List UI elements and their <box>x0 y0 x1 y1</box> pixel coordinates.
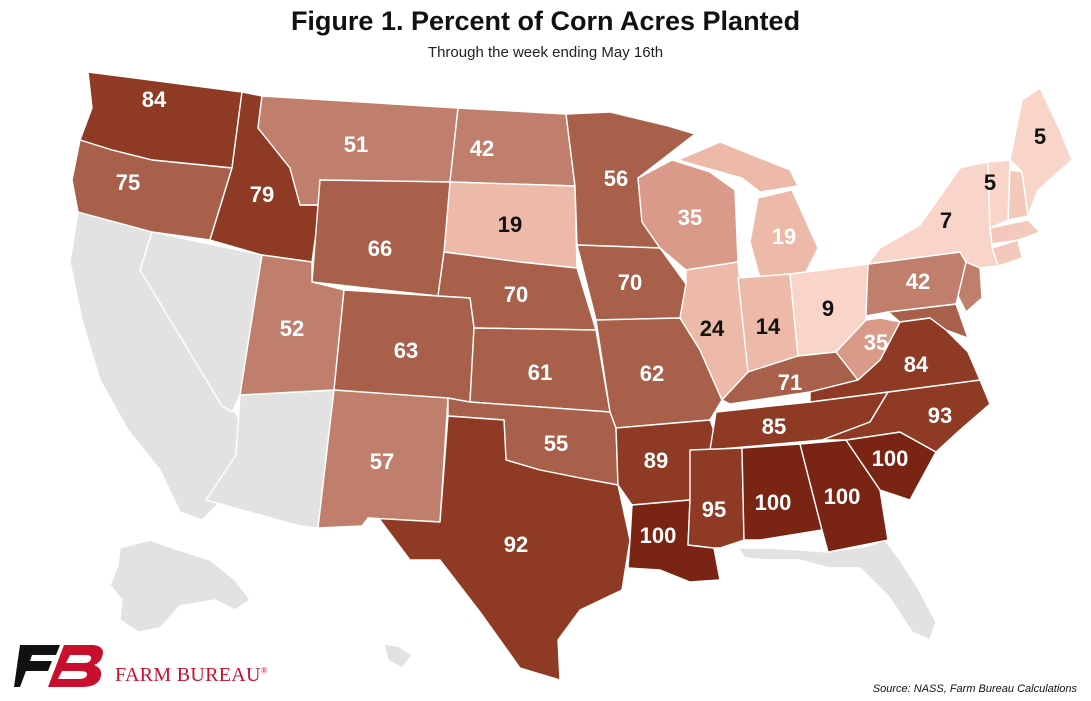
label-MS: 95 <box>702 497 726 522</box>
label-KY: 71 <box>778 370 802 395</box>
state-ND <box>449 107 576 187</box>
label-NE: 70 <box>504 282 528 307</box>
label-WA: 84 <box>142 87 167 112</box>
label-ME: 5 <box>1034 124 1046 149</box>
brand-registered-mark: ® <box>260 665 268 676</box>
label-TN: 85 <box>762 414 786 439</box>
label-CO: 63 <box>394 338 418 363</box>
label-AL: 100 <box>755 490 792 515</box>
label-AR: 89 <box>644 448 668 473</box>
label-MN: 56 <box>604 166 628 191</box>
label-ND: 42 <box>470 136 494 161</box>
label-IN: 14 <box>756 314 781 339</box>
map-subtitle: Through the week ending May 16th <box>427 44 664 61</box>
label-TX: 92 <box>504 532 528 557</box>
label-PA: 42 <box>906 269 930 294</box>
brand-name-text: FARM BUREAU <box>115 664 261 686</box>
farm-bureau-logo-icon <box>14 645 103 687</box>
state-ME <box>1009 87 1073 217</box>
label-LA: 100 <box>640 523 677 548</box>
state-AK <box>109 539 251 633</box>
label-VT: 5 <box>984 170 996 195</box>
label-IA: 70 <box>618 270 642 295</box>
label-OH: 9 <box>822 296 834 321</box>
label-OR: 75 <box>116 170 140 195</box>
label-IL: 24 <box>700 316 725 341</box>
label-MT: 51 <box>344 132 368 157</box>
label-SD: 19 <box>498 212 522 237</box>
source-note: Source: NASS, Farm Bureau Calculations <box>872 683 1077 695</box>
state-NC <box>821 379 991 453</box>
label-UT: 52 <box>280 316 304 341</box>
label-WY: 66 <box>368 236 392 261</box>
state-AL <box>741 443 823 541</box>
state-NY <box>867 161 999 269</box>
state-VT <box>987 159 1011 229</box>
label-WV: 35 <box>864 330 888 355</box>
label-OK: 55 <box>544 431 568 456</box>
label-MO: 62 <box>640 361 664 386</box>
state-FL <box>737 539 937 641</box>
label-NM: 57 <box>370 449 394 474</box>
label-MI: 19 <box>772 224 796 249</box>
label-NC: 93 <box>928 403 952 428</box>
label-NY: 7 <box>940 208 952 233</box>
brand-name: FARM BUREAU® <box>115 664 268 687</box>
state-TX <box>367 415 631 681</box>
label-VA: 84 <box>904 352 929 377</box>
label-ID: 79 <box>250 182 274 207</box>
state-WV <box>835 317 901 381</box>
map-title: Figure 1. Percent of Corn Acres Planted <box>290 6 801 36</box>
label-SC: 100 <box>872 446 909 471</box>
label-WI: 35 <box>678 205 702 230</box>
state-HI <box>383 643 413 669</box>
label-KS: 61 <box>528 360 552 385</box>
label-GA: 100 <box>824 484 861 509</box>
